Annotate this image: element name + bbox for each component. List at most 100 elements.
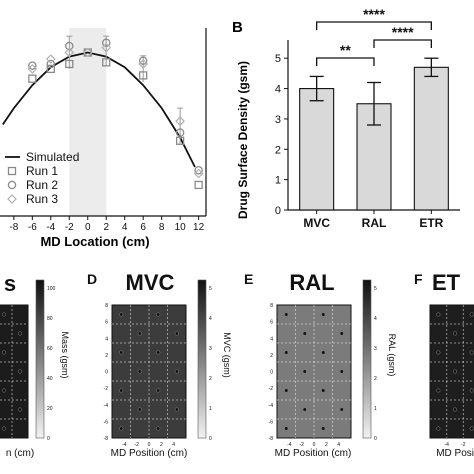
heatmap-title: s	[4, 271, 16, 296]
significance-label: ****	[363, 6, 385, 22]
heatmap-sample-point	[17, 407, 23, 412]
legend-entry-label: Run 1	[26, 164, 58, 178]
panel-c-heatmap: s n (cm) 0 20 40 60 80 100 Mass (gsm)	[0, 271, 70, 459]
heatmap-sample-point	[174, 331, 179, 336]
data-point-circle	[101, 38, 111, 47]
significance-bracket	[316, 21, 432, 30]
data-point-diamond	[45, 54, 56, 64]
y-tick-label: 0	[270, 370, 273, 376]
heatmap-sample-point	[156, 350, 161, 355]
y-tick-label: 1	[275, 175, 281, 187]
heatmap-sample-point	[321, 388, 326, 393]
panel-b-label: B	[232, 19, 243, 36]
x-tick-label: -4	[46, 222, 55, 233]
heatmap-sample-point	[321, 312, 326, 317]
colorbar-tick-label: 2	[209, 376, 212, 382]
data-point-circle	[28, 61, 37, 70]
heatmap-sample-point	[469, 388, 474, 393]
x-tick-label: -8	[9, 222, 18, 233]
data-point-square	[139, 71, 148, 80]
data-point-circle	[175, 128, 185, 137]
heatmap-sample-point	[436, 426, 441, 431]
colorbar-tick-label: 5	[374, 286, 377, 292]
data-point-diamond	[27, 64, 38, 74]
y-tick-label: 4	[270, 336, 273, 342]
x-tick-label: MVC	[303, 216, 330, 230]
colorbar-tick-label: 5	[209, 286, 212, 292]
panel-a-x-axis-label: MD Location (cm)	[40, 234, 149, 249]
y-tick-label: -4	[104, 403, 109, 409]
simulated-line	[2, 51, 196, 168]
heatmap-sample-point	[469, 312, 474, 317]
heatmap-grid	[429, 304, 474, 439]
x-axis-label: n (cm)	[6, 448, 34, 459]
x-tick-label: -2	[134, 442, 139, 448]
heatmap-title: ET	[432, 270, 461, 295]
y-tick-label: -2	[104, 386, 109, 392]
x-tick-label: 6	[140, 222, 146, 233]
x-tick-label: -4	[287, 442, 292, 448]
heatmap-sample-point	[469, 350, 474, 355]
heatmap-sample-point	[137, 407, 142, 412]
colorbar-tick-label: 1	[374, 406, 377, 412]
y-tick-label: 5	[275, 53, 281, 65]
heatmap-sample-point	[284, 388, 289, 393]
data-point-circle	[65, 41, 74, 51]
x-tick-label: -4	[122, 442, 127, 448]
x-tick-label: 2	[103, 222, 109, 233]
colorbar-label: MVC (gsm)	[222, 332, 232, 378]
x-axis-label: MD Position (cm)	[111, 448, 188, 459]
data-point-diamond	[138, 59, 149, 69]
panel-b-y-axis-label: Drug Surface Density (gsm)	[236, 61, 250, 219]
panel-label: D	[87, 271, 97, 287]
heatmap-sample-point	[339, 407, 344, 412]
heatmap-sample-point	[119, 388, 124, 393]
colorbar-tick-label: 0	[374, 436, 377, 442]
heatmap-sample-point	[284, 312, 289, 317]
y-tick-label: 8	[105, 303, 108, 309]
x-tick-label: 4	[122, 222, 128, 233]
colorbar-tick-label: 2	[374, 376, 377, 382]
y-tick-label: 6	[105, 320, 108, 326]
y-tick-label: 3	[275, 114, 281, 126]
colorbar-tick-label: 3	[374, 346, 377, 352]
x-tick-label: 0	[85, 222, 91, 233]
heatmap-sample-point	[452, 331, 458, 336]
colorbar	[362, 279, 372, 439]
significance-label: ****	[392, 24, 414, 40]
heatmap-sample-point	[452, 407, 458, 412]
data-point-square	[28, 74, 37, 83]
y-tick-label: 2	[275, 144, 281, 156]
data-point-square	[194, 180, 203, 190]
heatmap-sample-point	[137, 331, 142, 336]
y-tick-label: 4	[275, 84, 281, 96]
y-tick-label: 8	[270, 303, 273, 309]
heatmap-sample-point	[1, 426, 7, 431]
heatmap-sample-point	[17, 331, 23, 336]
heatmap-sample-point	[1, 350, 7, 355]
data-point-diamond	[64, 47, 75, 58]
x-tick-label: -4	[444, 442, 449, 448]
colorbar-tick-label: 60	[47, 346, 53, 352]
significance-label: **	[340, 42, 351, 58]
x-tick-label: 2	[325, 442, 328, 448]
y-tick-label: -6	[269, 419, 274, 425]
colorbar-tick-label: 4	[209, 316, 212, 322]
y-tick-label: -8	[104, 436, 109, 442]
data-point-square	[46, 64, 55, 74]
x-tick-label: 12	[193, 222, 205, 233]
y-tick-label: -2	[269, 386, 274, 392]
heatmap-sample-point	[174, 369, 179, 374]
heatmap-sample-point	[1, 312, 7, 317]
legend-marker-swatch	[7, 194, 17, 204]
heatmap-sample-point	[156, 388, 161, 393]
legend-marker-swatch	[7, 166, 17, 176]
colorbar-tick-label: 4	[374, 316, 377, 322]
heatmap-sample-point	[321, 350, 326, 355]
x-tick-label: 0	[313, 442, 316, 448]
bar	[413, 66, 449, 211]
x-axis-label: MD Posi	[436, 448, 474, 459]
y-tick-label: 4	[105, 336, 108, 342]
heatmap-grid	[111, 304, 187, 439]
